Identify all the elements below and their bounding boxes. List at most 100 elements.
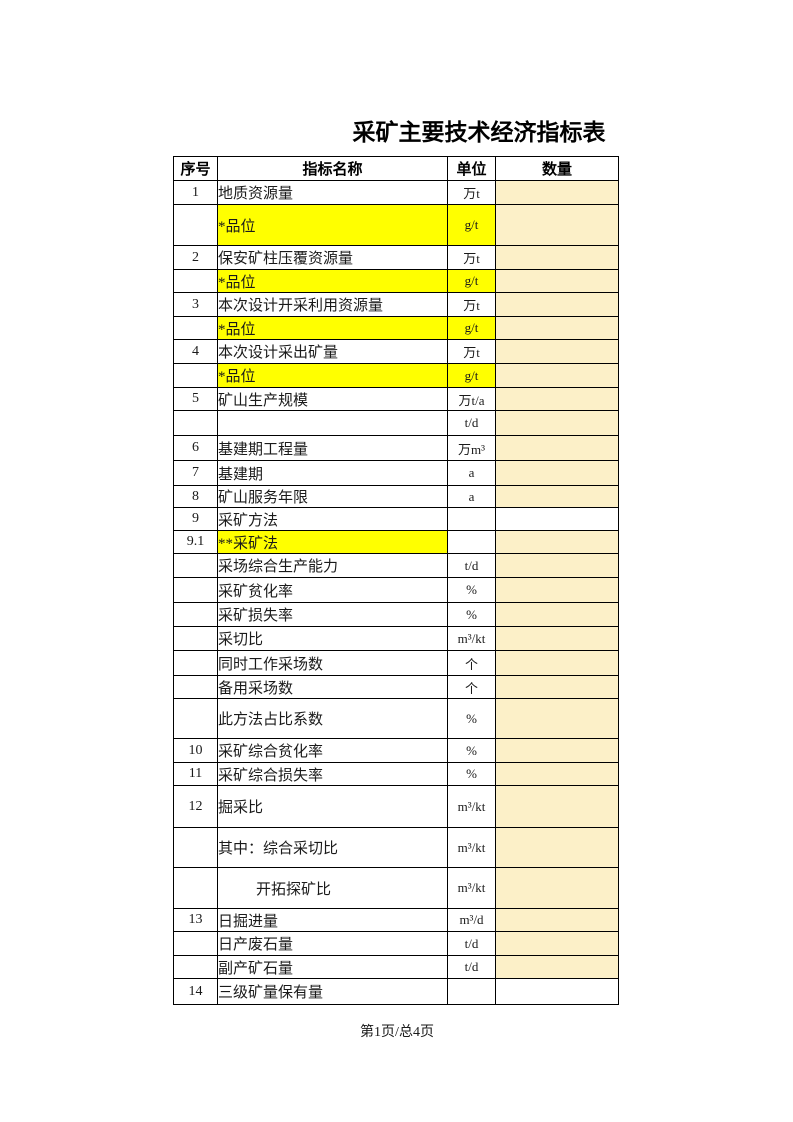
cell-no: 5 [173, 387, 218, 411]
cell-quantity[interactable] [495, 292, 619, 317]
cell-no: 2 [173, 245, 218, 270]
cell-unit [447, 530, 496, 554]
cell-unit: 万t [447, 292, 496, 317]
cell-quantity[interactable] [495, 577, 619, 603]
table-row: 备用采场数个 [173, 675, 619, 699]
cell-no: 1 [173, 180, 218, 205]
cell-indicator-name[interactable]: *品位 [217, 363, 448, 388]
cell-unit: % [447, 602, 496, 627]
cell-no [173, 827, 218, 868]
table-row: 6 基建期工程量 万m³ [173, 435, 619, 461]
cell-quantity[interactable] [495, 363, 619, 388]
table-row: 8 矿山服务年限 a [173, 485, 619, 508]
cell-quantity [495, 978, 619, 1005]
cell-no: 9.1 [173, 530, 218, 554]
cell-quantity[interactable] [495, 460, 619, 486]
cell-no [173, 269, 218, 293]
cell-quantity[interactable] [495, 339, 619, 364]
cell-indicator-name: 采场综合生产能力 [217, 553, 448, 578]
cell-indicator-name[interactable]: *品位 [217, 269, 448, 293]
cell-quantity[interactable] [495, 435, 619, 461]
col-header-name: 指标名称 [217, 156, 448, 181]
cell-quantity [495, 507, 619, 531]
cell-unit [447, 978, 496, 1005]
cell-unit: m³/kt [447, 785, 496, 828]
cell-unit: 万m³ [447, 435, 496, 461]
cell-indicator-name: 地质资源量 [217, 180, 448, 205]
cell-quantity[interactable] [495, 762, 619, 786]
table-row: 采矿贫化率% [173, 577, 619, 603]
cell-quantity[interactable] [495, 650, 619, 676]
table-row: 同时工作采场数个 [173, 650, 619, 676]
table-row: 采切比 m³/kt [173, 626, 619, 651]
cell-no [173, 316, 218, 340]
cell-quantity[interactable] [495, 387, 619, 411]
cell-quantity[interactable] [495, 485, 619, 508]
cell-no: 8 [173, 485, 218, 508]
cell-unit: m³/d [447, 908, 496, 932]
cell-unit: g/t [447, 316, 496, 340]
cell-indicator-name: 本次设计采出矿量 [217, 339, 448, 364]
col-header-unit: 单位 [447, 156, 496, 181]
header-row: 序号 指标名称 单位 数量 [173, 156, 619, 181]
cell-unit: g/t [447, 204, 496, 246]
cell-quantity[interactable] [495, 180, 619, 205]
cell-quantity[interactable] [495, 955, 619, 979]
table-row: 14 三级矿量保有量 [173, 978, 619, 1005]
cell-quantity[interactable] [495, 602, 619, 627]
cell-indicator-name: 采矿贫化率 [217, 577, 448, 603]
cell-quantity[interactable] [495, 698, 619, 739]
table-row: 2 保安矿柱压覆资源量 万t [173, 245, 619, 270]
table-row: 其中：综合采切比 m³/kt [173, 827, 619, 868]
cell-unit: t/d [447, 955, 496, 979]
cell-unit: g/t [447, 269, 496, 293]
cell-indicator-name: 基建期工程量 [217, 435, 448, 461]
cell-quantity[interactable] [495, 553, 619, 578]
table-row: 开拓探矿比 m³/kt [173, 867, 619, 909]
cell-indicator-name: 三级矿量保有量 [217, 978, 448, 1005]
cell-quantity[interactable] [495, 269, 619, 293]
cell-quantity[interactable] [495, 908, 619, 932]
cell-no [173, 675, 218, 699]
cell-unit: m³/kt [447, 626, 496, 651]
cell-indicator-name[interactable]: *品位 [217, 204, 448, 246]
table-row: 10 采矿综合贫化率% [173, 738, 619, 763]
cell-indicator-name: 采矿损失率 [217, 602, 448, 627]
cell-quantity[interactable] [495, 245, 619, 270]
cell-quantity[interactable] [495, 530, 619, 554]
cell-no: 11 [173, 762, 218, 786]
table-row: t/d [173, 410, 619, 436]
cell-quantity[interactable] [495, 204, 619, 246]
cell-quantity[interactable] [495, 626, 619, 651]
cell-indicator-name[interactable]: **采矿法 [217, 530, 448, 554]
cell-no [173, 363, 218, 388]
cell-indicator-name: 日产废石量 [217, 931, 448, 956]
cell-quantity[interactable] [495, 827, 619, 868]
cell-unit: 万t [447, 245, 496, 270]
cell-unit: g/t [447, 363, 496, 388]
cell-quantity[interactable] [495, 867, 619, 909]
cell-unit: t/d [447, 931, 496, 956]
cell-indicator-name: 采矿综合贫化率 [217, 738, 448, 763]
cell-unit: % [447, 762, 496, 786]
cell-unit: a [447, 485, 496, 508]
cell-indicator-name: 此方法占比系数 [217, 698, 448, 739]
table-row: 采场综合生产能力 t/d [173, 553, 619, 578]
cell-unit: t/d [447, 410, 496, 436]
cell-quantity[interactable] [495, 675, 619, 699]
indicators-table: 序号 指标名称 单位 数量 1 地质资源量 万t *品位 g/t 2 保安矿柱压覆资源量 万t… [173, 156, 619, 1005]
table-row: *品位 g/t [173, 363, 619, 388]
cell-indicator-name: 同时工作采场数 [217, 650, 448, 676]
cell-quantity[interactable] [495, 410, 619, 436]
col-header-qty: 数量 [495, 156, 619, 181]
cell-indicator-name[interactable]: *品位 [217, 316, 448, 340]
cell-no [173, 602, 218, 627]
cell-unit: m³/kt [447, 827, 496, 868]
table-row: 4 本次设计采出矿量 万t [173, 339, 619, 364]
cell-quantity[interactable] [495, 785, 619, 828]
table-row: 采矿损失率% [173, 602, 619, 627]
cell-quantity[interactable] [495, 738, 619, 763]
cell-quantity[interactable] [495, 931, 619, 956]
cell-no: 13 [173, 908, 218, 932]
cell-quantity[interactable] [495, 316, 619, 340]
